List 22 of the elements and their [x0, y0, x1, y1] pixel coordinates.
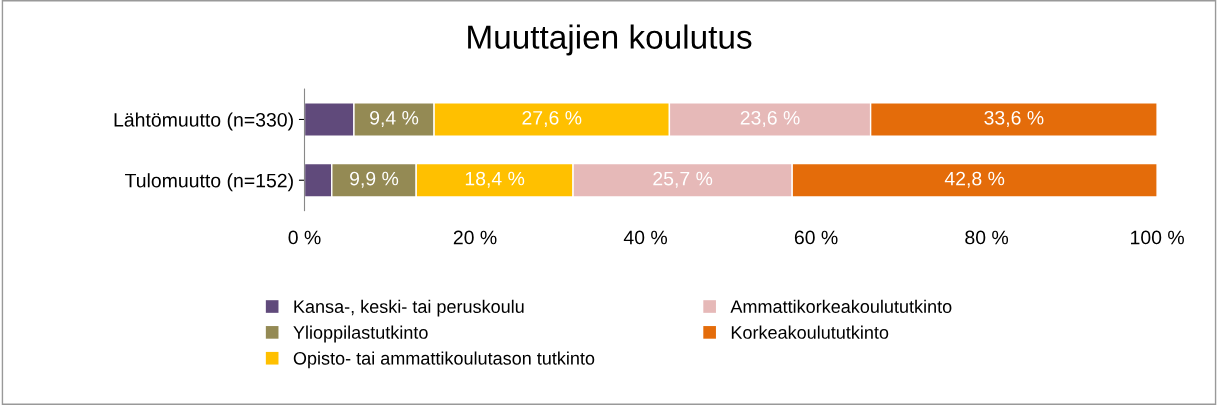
legend-label: Opisto- tai ammattikoulutason tutkinto [293, 351, 595, 369]
x-tick-label: 40 % [623, 230, 668, 245]
y-tick-label: Lähtömuutto (n=330) [114, 112, 293, 131]
x-tick-label: 80 % [965, 230, 1009, 245]
data-label: 9,4 % [370, 110, 419, 127]
x-tick-label: 60 % [794, 230, 838, 245]
data-label: 25,7 % [653, 171, 713, 188]
legend-label: Korkeakoulututkinto [731, 325, 889, 339]
data-label: 18,4 % [465, 171, 525, 188]
legend-label: Ylioppilastutkinto [293, 325, 428, 343]
data-label: 33,6 % [984, 110, 1044, 127]
x-tick-label: 20 % [453, 230, 497, 245]
legend-label: Kansa-, keski- tai peruskoulu [294, 299, 524, 317]
y-tick-label: Tulomuutto (n=152) [125, 173, 293, 192]
data-label: 23,6 % [740, 110, 800, 127]
legend-label: Ammattikorkeakoulututkinto [730, 299, 952, 314]
chart-title: Muuttajien koulutus [468, 24, 752, 56]
data-label: 42,8 % [944, 171, 1005, 188]
data-label: 9,9 % [350, 171, 399, 188]
x-tick-label: 0 % [288, 230, 321, 245]
data-label: 27,6 % [522, 110, 582, 127]
x-tick-label: 100 % [1131, 230, 1184, 245]
